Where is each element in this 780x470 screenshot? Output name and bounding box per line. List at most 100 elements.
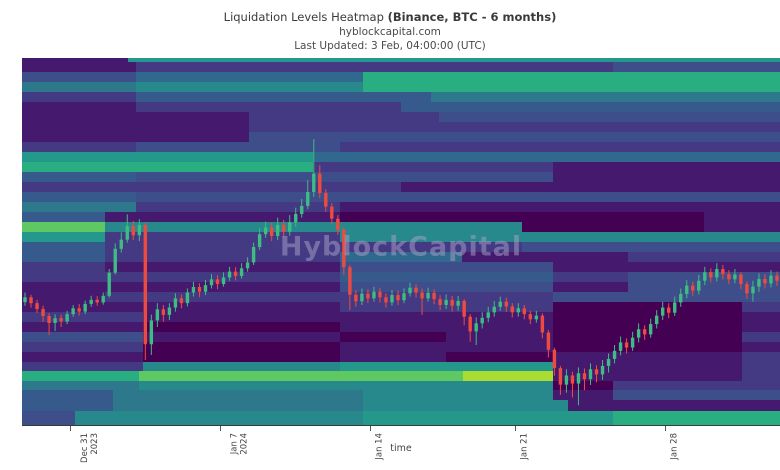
heatmap-cell <box>340 272 553 282</box>
chart-canvas[interactable]: HyblockCapital <box>22 58 780 426</box>
heatmap-cell <box>22 292 106 302</box>
heatmap-cell <box>401 182 780 192</box>
heatmap-cell <box>22 72 136 82</box>
candle-body <box>775 275 779 281</box>
candle-body <box>77 308 81 312</box>
heatmap-cell <box>22 242 106 252</box>
candle-body <box>757 278 761 287</box>
heatmap-cell <box>552 262 629 272</box>
candle-body <box>47 316 51 323</box>
candle-body <box>667 307 671 313</box>
heatmap-row <box>22 352 780 362</box>
heatmap-cell <box>363 400 568 411</box>
candle-body <box>588 369 593 380</box>
heatmap-cell <box>340 362 553 371</box>
candle-body <box>300 205 304 214</box>
candle-body <box>685 285 689 294</box>
heatmap-cell <box>742 332 780 342</box>
candle-body <box>570 375 575 384</box>
heatmap-cell <box>22 272 106 282</box>
candle-body <box>594 369 599 375</box>
x-tick <box>665 426 666 431</box>
candle-body <box>630 337 635 348</box>
candle-body <box>739 274 743 285</box>
heatmap-cell <box>22 122 250 132</box>
heatmap-cell <box>461 252 629 262</box>
heatmap-cell <box>340 332 447 342</box>
candle-body <box>462 300 466 317</box>
heatmap-cell <box>340 252 462 262</box>
candle-body <box>89 299 93 304</box>
candle-body <box>480 317 484 324</box>
heatmap-cell <box>22 102 136 112</box>
candle-body <box>191 287 196 293</box>
heatmap-cell <box>438 122 780 132</box>
heatmap-cell <box>742 302 780 312</box>
heatmap-cell <box>22 371 140 381</box>
candle-body <box>83 303 87 312</box>
heatmap-cell <box>704 222 780 232</box>
heatmap-cell <box>143 342 341 352</box>
heatmap-row <box>22 82 780 92</box>
candle-body <box>173 298 178 308</box>
heatmap-row <box>22 322 780 332</box>
heatmap-cell <box>522 222 705 232</box>
heatmap-cell <box>522 232 780 242</box>
heatmap-row <box>22 182 780 192</box>
candle-body <box>131 226 135 236</box>
x-tick <box>219 426 221 431</box>
candle-body <box>149 320 154 345</box>
heatmap-cell <box>22 142 136 152</box>
heatmap-cell <box>22 332 144 342</box>
heatmap-cell <box>567 400 780 411</box>
heatmap-row <box>22 202 780 212</box>
heatmap-cell <box>112 400 364 411</box>
candle-body <box>239 268 244 276</box>
candle-body <box>275 224 280 236</box>
heatmap-row <box>22 192 780 202</box>
heatmap-cell <box>340 232 523 242</box>
x-tick <box>369 426 371 431</box>
candle-body <box>546 332 551 350</box>
heatmap-cell <box>105 252 341 262</box>
heatmap-row <box>22 242 780 252</box>
candle-body <box>155 309 160 321</box>
candle-body <box>251 247 256 263</box>
heatmap-cell <box>22 222 106 232</box>
heatmap-row <box>22 362 780 371</box>
candle-body <box>600 365 605 375</box>
candle-body <box>624 342 629 348</box>
candle-body <box>59 318 63 322</box>
candle-body <box>679 293 683 303</box>
candle-body <box>414 287 418 293</box>
heatmap-cell <box>135 172 553 182</box>
candle-body <box>312 173 316 192</box>
heatmap-cell <box>249 112 439 122</box>
heatmap-row <box>22 58 780 62</box>
candle-body <box>648 324 653 335</box>
candle-body <box>444 299 448 305</box>
heatmap-cell <box>75 411 364 425</box>
last-updated-text: Last Updated: 3 Feb, 04:00:00 (UTC) <box>294 40 486 52</box>
heatmap-cell <box>22 411 76 425</box>
candle-body <box>660 307 665 316</box>
heatmap-cell <box>613 62 780 72</box>
heatmap-cell <box>340 212 705 222</box>
candle-body <box>23 297 27 303</box>
heatmap-row <box>22 62 780 72</box>
heatmap-row <box>22 72 780 82</box>
heatmap-cell <box>128 58 780 62</box>
heatmap-cell <box>143 322 341 332</box>
candle-body <box>71 308 75 315</box>
heatmap-row <box>22 411 780 425</box>
candle-body <box>510 306 514 313</box>
candle-body <box>504 301 508 307</box>
candle-body <box>203 285 208 292</box>
heatmap-row <box>22 152 780 162</box>
heatmap-row <box>22 252 780 262</box>
candle-body <box>516 308 521 313</box>
candle-body <box>606 358 611 366</box>
heatmap-cell <box>105 222 523 232</box>
candle-body <box>618 342 623 351</box>
candle-body <box>498 301 502 307</box>
